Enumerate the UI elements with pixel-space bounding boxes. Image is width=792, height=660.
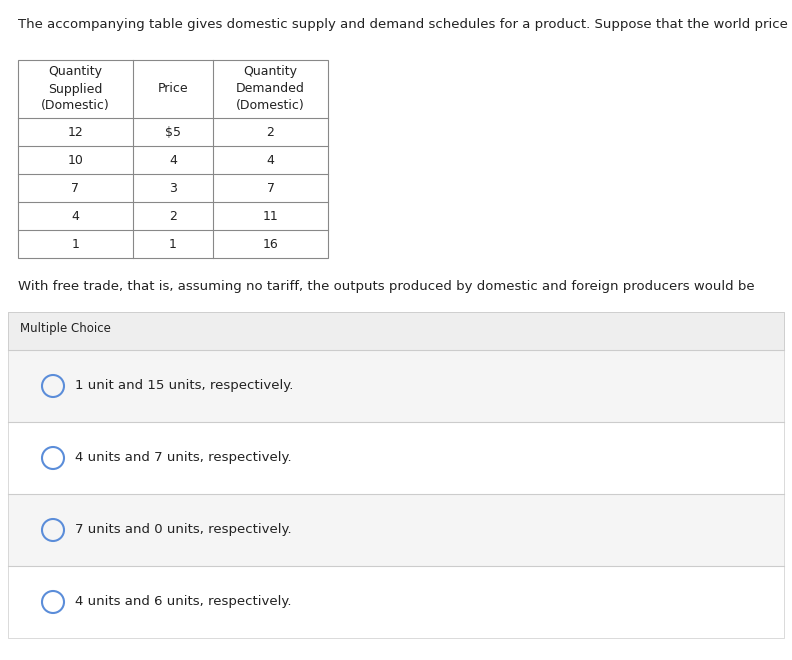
Text: 4: 4 <box>71 209 79 222</box>
Text: 2: 2 <box>267 125 275 139</box>
Text: 4 units and 7 units, respectively.: 4 units and 7 units, respectively. <box>75 451 291 465</box>
Bar <box>8 422 784 494</box>
Text: 10: 10 <box>67 154 83 166</box>
Text: 4: 4 <box>169 154 177 166</box>
Text: 16: 16 <box>263 238 278 251</box>
Text: 4: 4 <box>267 154 275 166</box>
Text: 7: 7 <box>266 182 275 195</box>
Bar <box>8 350 784 422</box>
Text: Price: Price <box>158 82 188 96</box>
Bar <box>8 566 784 638</box>
Bar <box>8 312 784 638</box>
Text: $5: $5 <box>165 125 181 139</box>
Text: 2: 2 <box>169 209 177 222</box>
Text: Quantity
Supplied
(Domestic): Quantity Supplied (Domestic) <box>41 65 110 112</box>
Text: Quantity
Demanded
(Domestic): Quantity Demanded (Domestic) <box>236 65 305 112</box>
Bar <box>8 494 784 566</box>
Text: 3: 3 <box>169 182 177 195</box>
Text: 7 units and 0 units, respectively.: 7 units and 0 units, respectively. <box>75 523 291 537</box>
Text: With free trade, that is, assuming no tariff, the outputs produced by domestic a: With free trade, that is, assuming no ta… <box>18 280 755 293</box>
Text: 1: 1 <box>71 238 79 251</box>
Text: 12: 12 <box>67 125 83 139</box>
Bar <box>8 312 784 350</box>
Text: The accompanying table gives domestic supply and demand schedules for a product.: The accompanying table gives domestic su… <box>18 18 792 31</box>
Bar <box>18 60 328 258</box>
Text: 7: 7 <box>71 182 79 195</box>
Text: 4 units and 6 units, respectively.: 4 units and 6 units, respectively. <box>75 595 291 609</box>
Text: 1 unit and 15 units, respectively.: 1 unit and 15 units, respectively. <box>75 379 293 393</box>
Text: Multiple Choice: Multiple Choice <box>20 322 111 335</box>
Text: 1: 1 <box>169 238 177 251</box>
Text: 11: 11 <box>263 209 278 222</box>
